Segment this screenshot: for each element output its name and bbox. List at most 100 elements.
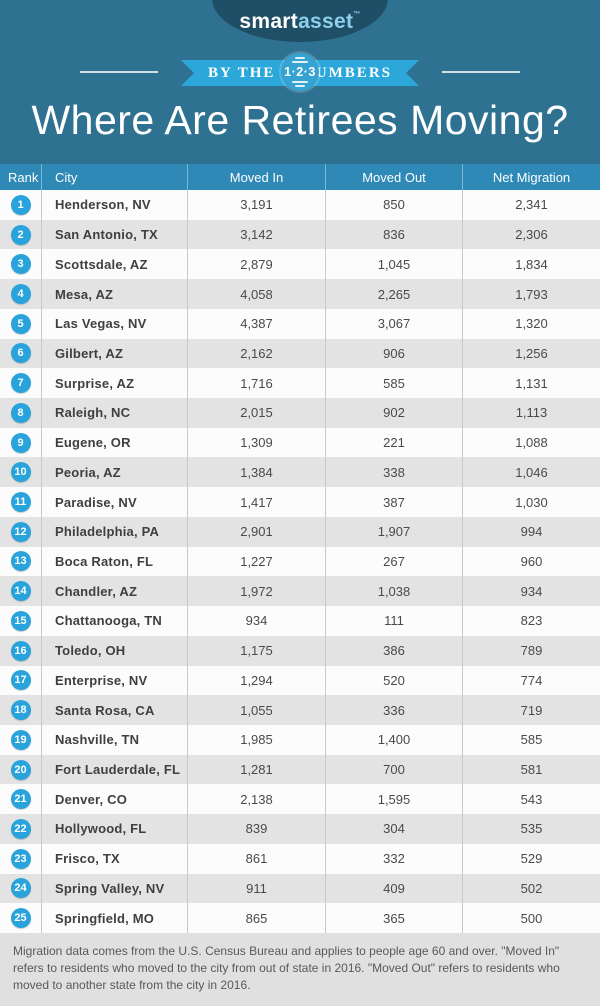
- city-cell: Chattanooga, TN: [41, 606, 187, 636]
- net-migration-cell: 823: [462, 606, 600, 636]
- moved-in-cell: 2,162: [187, 338, 325, 369]
- rank-cell: 5: [0, 309, 41, 339]
- moved-in-cell: 1,055: [187, 695, 325, 725]
- table-row: 6 Gilbert, AZ 2,162 906 1,256: [0, 338, 600, 369]
- column-header-net-migration: Net Migration: [462, 164, 600, 190]
- rank-badge: 6: [10, 343, 31, 364]
- rank-badge: 19: [10, 729, 31, 750]
- city-cell: Fort Lauderdale, FL: [41, 754, 187, 785]
- rank-cell: 9: [0, 428, 41, 458]
- table-row: 18 Santa Rosa, CA 1,055 336 719: [0, 695, 600, 725]
- moved-in-cell: 1,309: [187, 427, 325, 458]
- city-cell: San Antonio, TX: [41, 219, 187, 250]
- rank-cell: 2: [0, 220, 41, 250]
- moved-in-cell: 1,175: [187, 635, 325, 666]
- moved-out-cell: 221: [325, 427, 462, 458]
- moved-in-cell: 3,191: [187, 190, 325, 220]
- moved-out-cell: 906: [325, 338, 462, 369]
- rank-cell: 13: [0, 547, 41, 577]
- rank-badge: 5: [10, 313, 31, 334]
- rank-badge: 12: [10, 521, 31, 542]
- net-migration-cell: 934: [462, 576, 600, 607]
- net-migration-cell: 2,306: [462, 219, 600, 250]
- moved-out-cell: 585: [325, 368, 462, 399]
- rank-badge: 17: [10, 670, 31, 691]
- moved-out-cell: 1,907: [325, 516, 462, 547]
- decorative-line: [295, 56, 305, 59]
- rank-cell: 16: [0, 636, 41, 666]
- city-cell: Chandler, AZ: [41, 576, 187, 607]
- moved-out-cell: 1,595: [325, 784, 462, 815]
- numbers-circle-badge: 1·2·3: [281, 53, 319, 91]
- net-migration-cell: 502: [462, 873, 600, 904]
- rank-badge: 7: [10, 373, 31, 394]
- rank-badge: 4: [10, 284, 31, 305]
- column-header-moved-out: Moved Out: [325, 164, 462, 190]
- city-cell: Mesa, AZ: [41, 279, 187, 309]
- moved-in-cell: 1,281: [187, 754, 325, 785]
- moved-in-cell: 1,972: [187, 576, 325, 607]
- rank-cell: 12: [0, 517, 41, 547]
- table-row: 13 Boca Raton, FL 1,227 267 960: [0, 546, 600, 577]
- rank-cell: 24: [0, 874, 41, 904]
- rank-cell: 17: [0, 666, 41, 696]
- city-cell: Frisco, TX: [41, 843, 187, 874]
- net-migration-cell: 543: [462, 784, 600, 815]
- rank-badge: 10: [10, 462, 31, 483]
- net-migration-cell: 500: [462, 903, 600, 933]
- moved-out-cell: 387: [325, 487, 462, 517]
- table-row: 1 Henderson, NV 3,191 850 2,341: [0, 190, 600, 220]
- logo-text-asset: asset: [298, 10, 354, 33]
- table-row: 20 Fort Lauderdale, FL 1,281 700 581: [0, 754, 600, 785]
- smartasset-logo: smartasset™: [0, 11, 600, 32]
- moved-in-cell: 1,227: [187, 546, 325, 577]
- moved-in-cell: 1,716: [187, 368, 325, 399]
- rank-badge: 21: [10, 789, 31, 810]
- rank-cell: 3: [0, 249, 41, 279]
- city-cell: Boca Raton, FL: [41, 546, 187, 577]
- rank-badge: 11: [10, 492, 31, 513]
- city-cell: Nashville, TN: [41, 724, 187, 755]
- table-row: 7 Surprise, AZ 1,716 585 1,131: [0, 368, 600, 399]
- table-row: 17 Enterprise, NV 1,294 520 774: [0, 665, 600, 696]
- moved-in-cell: 911: [187, 873, 325, 904]
- city-cell: Raleigh, NC: [41, 398, 187, 428]
- net-migration-cell: 1,030: [462, 487, 600, 517]
- net-migration-cell: 1,046: [462, 457, 600, 488]
- net-migration-cell: 529: [462, 843, 600, 874]
- column-header-moved-in: Moved In: [187, 164, 325, 190]
- rank-badge: 24: [10, 878, 31, 899]
- table-row: 22 Hollywood, FL 839 304 535: [0, 814, 600, 844]
- moved-out-cell: 409: [325, 873, 462, 904]
- rank-cell: 23: [0, 844, 41, 874]
- hero-header: smartasset™ BY THE NUMBERS 1·2·3 Where A…: [0, 0, 600, 164]
- moved-out-cell: 1,400: [325, 724, 462, 755]
- moved-in-cell: 865: [187, 903, 325, 933]
- moved-in-cell: 1,384: [187, 457, 325, 488]
- rank-cell: 14: [0, 576, 41, 606]
- footnote-text: Migration data comes from the U.S. Censu…: [0, 932, 600, 1006]
- rank-cell: 22: [0, 814, 41, 844]
- rank-cell: 11: [0, 487, 41, 517]
- trademark-symbol: ™: [353, 11, 361, 18]
- table-row: 16 Toledo, OH 1,175 386 789: [0, 635, 600, 666]
- net-migration-cell: 535: [462, 814, 600, 844]
- table-row: 2 San Antonio, TX 3,142 836 2,306: [0, 219, 600, 250]
- city-cell: Surprise, AZ: [41, 368, 187, 399]
- decorative-line: [292, 81, 308, 84]
- city-cell: Hollywood, FL: [41, 814, 187, 844]
- net-migration-cell: 585: [462, 724, 600, 755]
- table-row: 19 Nashville, TN 1,985 1,400 585: [0, 724, 600, 755]
- moved-out-cell: 1,045: [325, 249, 462, 280]
- logo-text-smart: smart: [239, 10, 299, 33]
- net-migration-cell: 960: [462, 546, 600, 577]
- rank-cell: 21: [0, 784, 41, 814]
- moved-out-cell: 1,038: [325, 576, 462, 607]
- right-rule-line: [442, 71, 520, 73]
- moved-out-cell: 267: [325, 546, 462, 577]
- table-header-row: Rank City Moved In Moved Out Net Migrati…: [0, 164, 600, 190]
- moved-out-cell: 338: [325, 457, 462, 488]
- table-row: 12 Philadelphia, PA 2,901 1,907 994: [0, 516, 600, 547]
- moved-out-cell: 365: [325, 903, 462, 933]
